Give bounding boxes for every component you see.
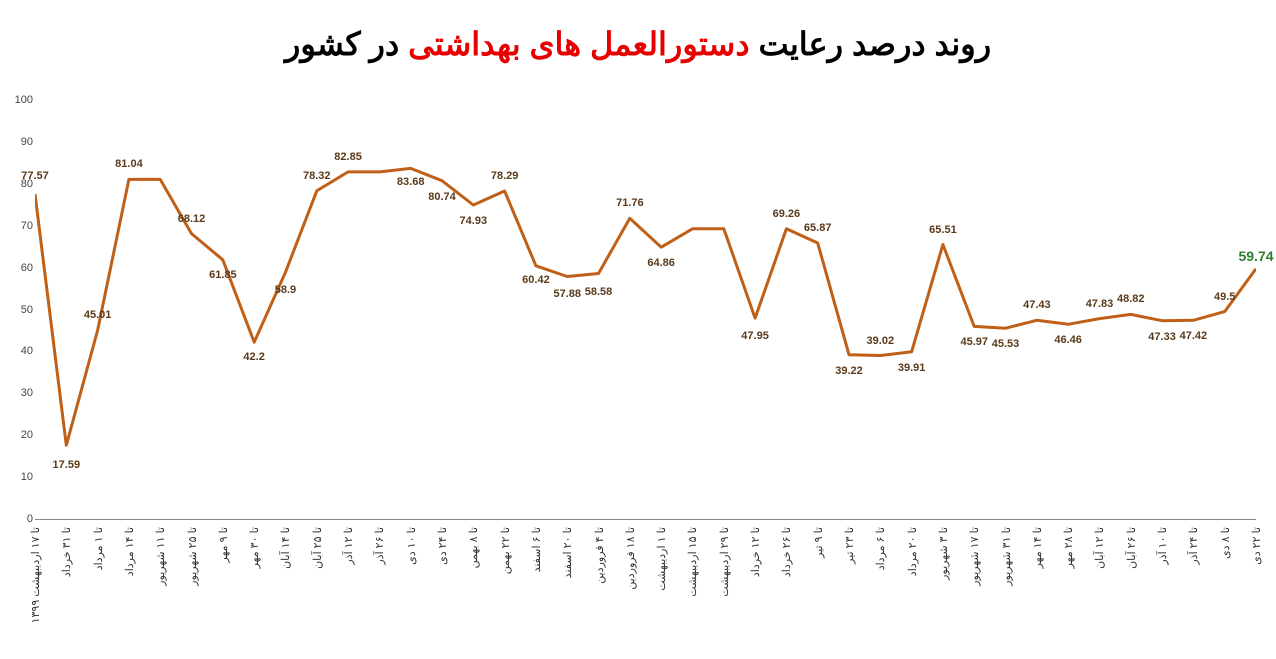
x-tick-label: تا ۳۱ شهریور — [1000, 527, 1013, 586]
x-tick-label: تا ۲۶ آذر — [373, 527, 386, 565]
x-tick-label: تا ۹ مهر — [217, 527, 230, 563]
y-tick-label: 90 — [21, 136, 33, 148]
x-tick-label: تا ۲۵ آبان — [311, 527, 324, 569]
x-tick-label: تا ۸ دی — [1219, 527, 1232, 559]
data-point-label: 47.42 — [1180, 330, 1208, 342]
data-point-label: 45.97 — [960, 336, 988, 348]
x-tick-label: تا ۱۴ مرداد — [123, 527, 136, 576]
x-tick-label: تا ۴ فروردین — [593, 527, 606, 584]
x-tick-label: تا ۱۲ خرداد — [749, 527, 762, 577]
title-post: در کشور — [285, 26, 408, 62]
x-tick-label: تا ۱۸ فروردین — [624, 527, 637, 590]
data-point-label: 65.87 — [804, 222, 832, 234]
x-tick-label: تا ۲۶ آبان — [1125, 527, 1138, 569]
x-tick-label: تا ۶ اسفند — [530, 527, 543, 572]
data-point-label: 42.2 — [243, 351, 264, 363]
x-tick-label: تا ۱۲ آذر — [342, 527, 355, 565]
data-point-label: 47.33 — [1148, 331, 1176, 343]
x-tick-label: تا ۲۲ دی — [1250, 527, 1263, 565]
x-tick-label: تا ۱۰ دی — [405, 527, 418, 565]
x-tick-label: تا ۲۰ مرداد — [906, 527, 919, 576]
y-axis: 0102030405060708090100 — [5, 100, 35, 519]
x-tick-label: تا ۲۵ شهریور — [186, 527, 199, 586]
y-tick-label: 0 — [27, 513, 33, 525]
title-highlight: دستورالعمل های بهداشتی — [408, 26, 749, 62]
x-tick-label: تا ۲۹ اردیبهشت — [718, 527, 731, 597]
data-point-label: 77.57 — [21, 170, 49, 182]
data-point-label: 48.82 — [1117, 293, 1145, 305]
data-point-label: 83.68 — [397, 176, 425, 188]
x-axis: تا ۱۷ اردیبهشت ۱۳۹۹تا ۳۱ خردادتا ۱ مرداد… — [35, 519, 1256, 659]
data-point-label: 47.95 — [741, 330, 769, 342]
data-point-label: 81.04 — [115, 158, 143, 170]
x-tick-label: تا ۳۱ خرداد — [60, 527, 73, 577]
data-point-label: 64.86 — [647, 257, 675, 269]
x-tick-label: تا ۲۸ مهر — [1062, 527, 1075, 568]
x-tick-label: تا ۱۴ مهر — [1031, 527, 1044, 568]
x-tick-label: تا ۱۱ شهریور — [154, 527, 167, 586]
data-point-label: 45.53 — [992, 338, 1020, 350]
data-point-label: 60.42 — [522, 274, 550, 286]
data-point-label: 39.91 — [898, 362, 926, 374]
x-tick-label: تا ۲۲ بهمن — [499, 527, 512, 574]
data-point-label: 47.43 — [1023, 299, 1051, 311]
data-point-label: 49.5 — [1214, 291, 1235, 303]
title-pre: روند درصد رعایت — [750, 26, 992, 62]
chart-title: روند درصد رعایت دستورالعمل های بهداشتی د… — [0, 0, 1276, 73]
y-tick-label: 20 — [21, 429, 33, 441]
x-tick-label: تا ۲۶ خرداد — [780, 527, 793, 577]
y-tick-label: 40 — [21, 345, 33, 357]
data-point-label: 71.76 — [616, 197, 644, 209]
x-tick-label: تا ۳ شهریور — [937, 527, 950, 580]
x-tick-label: تا ۲۴ آذر — [1187, 527, 1200, 565]
chart-plot-area: 0102030405060708090100 77.5717.5945.0181… — [35, 100, 1256, 519]
x-tick-label: تا ۹ تیر — [812, 527, 825, 558]
data-point-label: 46.46 — [1054, 334, 1082, 346]
x-tick-label: تا ۲۳ تیر — [843, 527, 856, 564]
x-tick-label: تا ۱۷ اردیبهشت ۱۳۹۹ — [29, 527, 42, 623]
data-point-label: 39.02 — [867, 335, 895, 347]
data-point-label: 68.12 — [178, 213, 206, 225]
x-tick-label: تا ۱۷ شهریور — [968, 527, 981, 586]
data-point-label: 61.85 — [209, 269, 237, 281]
y-tick-label: 70 — [21, 220, 33, 232]
data-point-label: 74.93 — [460, 215, 488, 227]
data-point-label: 58.58 — [585, 286, 613, 298]
data-point-label: 58.9 — [275, 284, 296, 296]
x-tick-label: تا ۸ بهمن — [467, 527, 480, 568]
data-point-label: 82.85 — [334, 151, 362, 163]
data-point-label: 69.26 — [773, 208, 801, 220]
x-tick-label: تا ۶ مرداد — [874, 527, 887, 570]
y-tick-label: 10 — [21, 471, 33, 483]
x-tick-label: تا ۱۰ آذر — [1156, 527, 1169, 565]
data-point-label: 78.32 — [303, 170, 331, 182]
x-tick-label: تا ۳۰ مهر — [248, 527, 261, 568]
x-tick-label: تا ۱۴ آبان — [279, 527, 292, 569]
y-tick-label: 60 — [21, 262, 33, 274]
y-tick-label: 100 — [15, 94, 33, 106]
data-point-label: 17.59 — [53, 459, 81, 471]
x-tick-label: تا ۱ مرداد — [92, 527, 105, 570]
x-tick-label: تا ۱۵ اردیبهشت — [686, 527, 699, 597]
data-point-label: 80.74 — [428, 191, 456, 203]
data-point-label: 59.74 — [1238, 248, 1273, 264]
x-tick-label: تا ۲۴ دی — [436, 527, 449, 565]
data-point-label: 57.88 — [553, 288, 581, 300]
data-point-label: 39.22 — [835, 365, 863, 377]
x-tick-label: تا ۱۲ آبان — [1093, 527, 1106, 569]
y-tick-label: 50 — [21, 304, 33, 316]
y-tick-label: 30 — [21, 387, 33, 399]
data-point-label: 47.83 — [1086, 298, 1114, 310]
data-point-label: 45.01 — [84, 309, 112, 321]
data-point-label: 65.51 — [929, 224, 957, 236]
x-tick-label: تا ۱ اردیبهشت — [655, 527, 668, 591]
line-series — [35, 100, 1256, 519]
data-point-label: 78.29 — [491, 170, 519, 182]
x-tick-label: تا ۲۰ اسفند — [561, 527, 574, 578]
